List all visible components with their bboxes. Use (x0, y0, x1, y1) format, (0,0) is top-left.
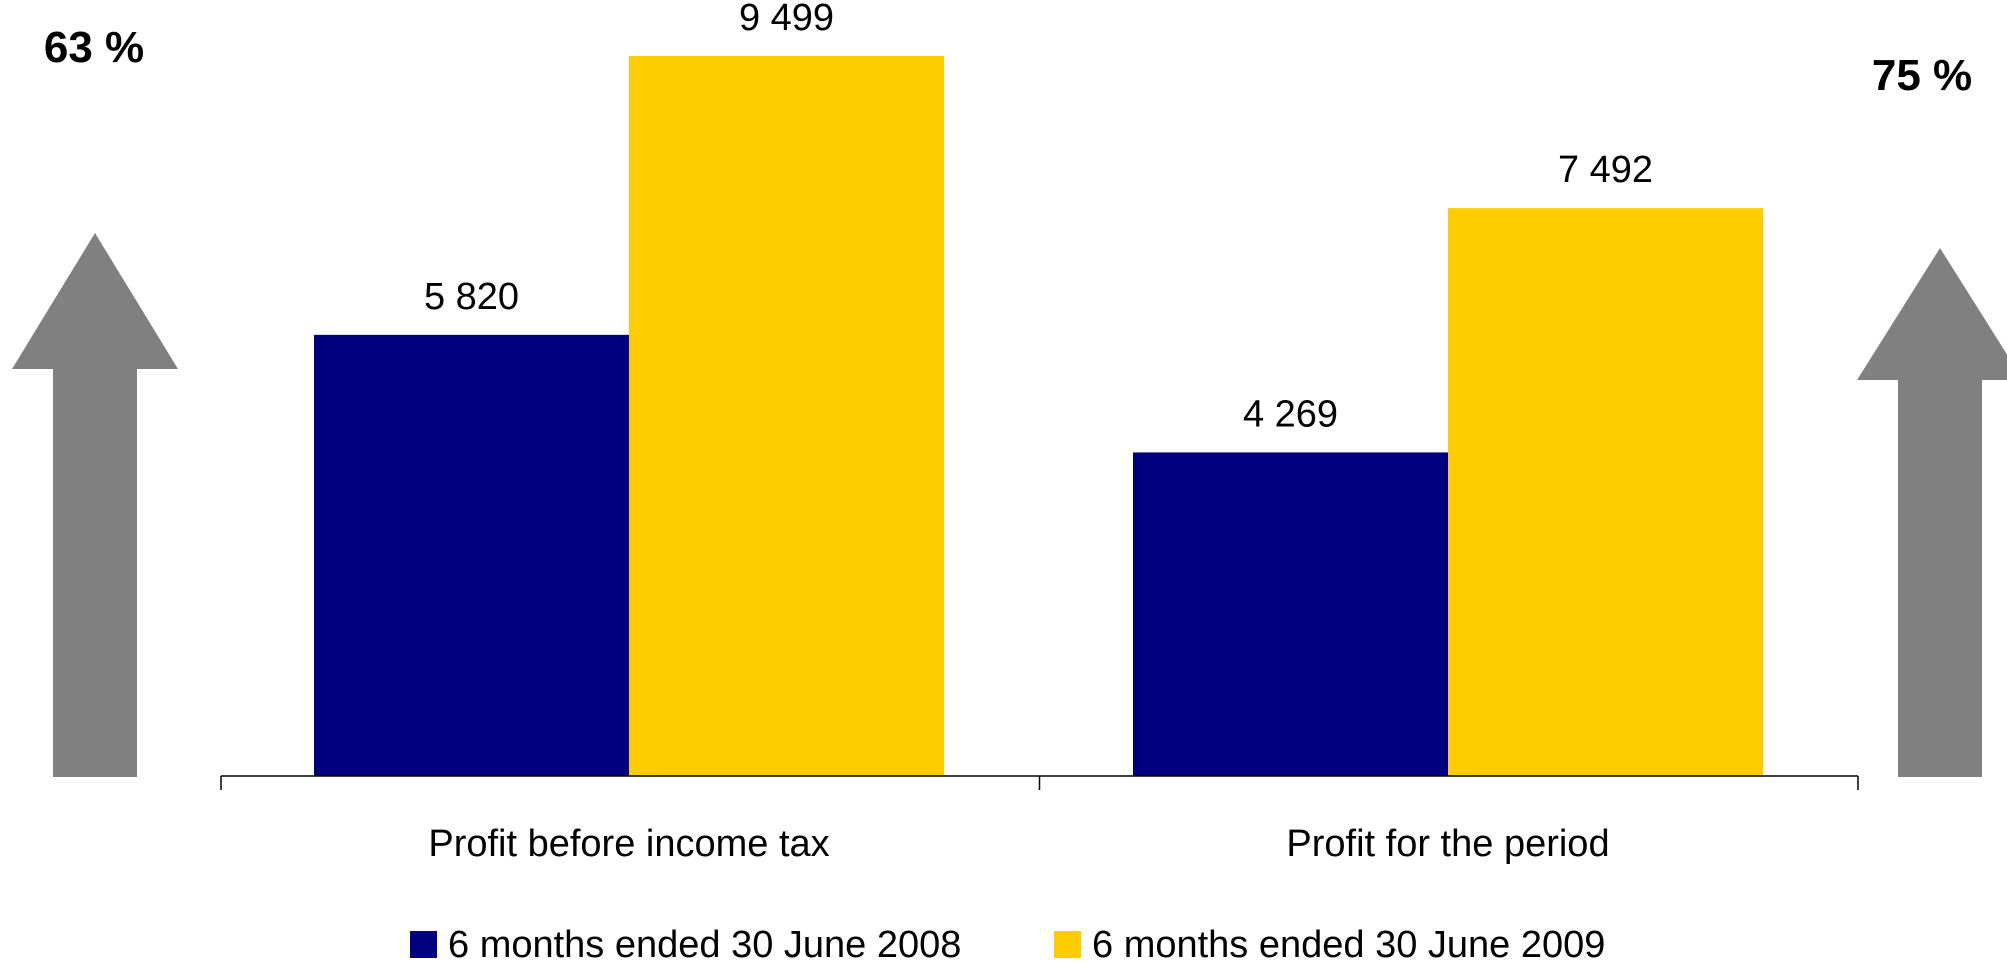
legend-swatch-2 (1054, 931, 1081, 958)
data-label-profit-for-the-period-1: 4 269 (1243, 393, 1338, 435)
x-axis: Profit before income tax Profit for the p… (220, 775, 1859, 865)
growth-arrows: 63 % 75 % (12, 23, 2007, 777)
legend: 6 months ended 30 June 2008 6 months ende… (410, 924, 1605, 966)
category-label-profit-before-income-tax: Profit before income tax (428, 823, 829, 865)
data-label-profit-before-income-tax-1: 5 820 (424, 276, 519, 318)
legend-swatch-1 (410, 931, 437, 958)
bar-profit-before-income-tax-2 (629, 56, 944, 776)
growth-percentage-2: 75 % (1872, 51, 1972, 100)
bar-profit-for-the-period-1 (1133, 452, 1448, 776)
up-arrow-icon (1857, 248, 2007, 777)
legend-label-1: 6 months ended 30 June 2008 (448, 924, 961, 963)
data-label-profit-before-income-tax-2: 9 499 (739, 0, 834, 39)
bar-profit-for-the-period-2 (1448, 208, 1763, 776)
legend-label-2: 6 months ended 30 June 2009 (1092, 924, 1605, 963)
bars (314, 56, 1763, 776)
up-arrow-icon (12, 233, 178, 777)
category-label-profit-for-the-period: Profit for the period (1286, 823, 1609, 865)
bar-profit-before-income-tax-1 (314, 334, 629, 776)
data-labels: 5 820 9 499 4 269 7 492 (424, 0, 1653, 435)
data-label-profit-for-the-period-2: 7 492 (1558, 149, 1653, 191)
growth-percentage-1: 63 % (44, 23, 144, 72)
